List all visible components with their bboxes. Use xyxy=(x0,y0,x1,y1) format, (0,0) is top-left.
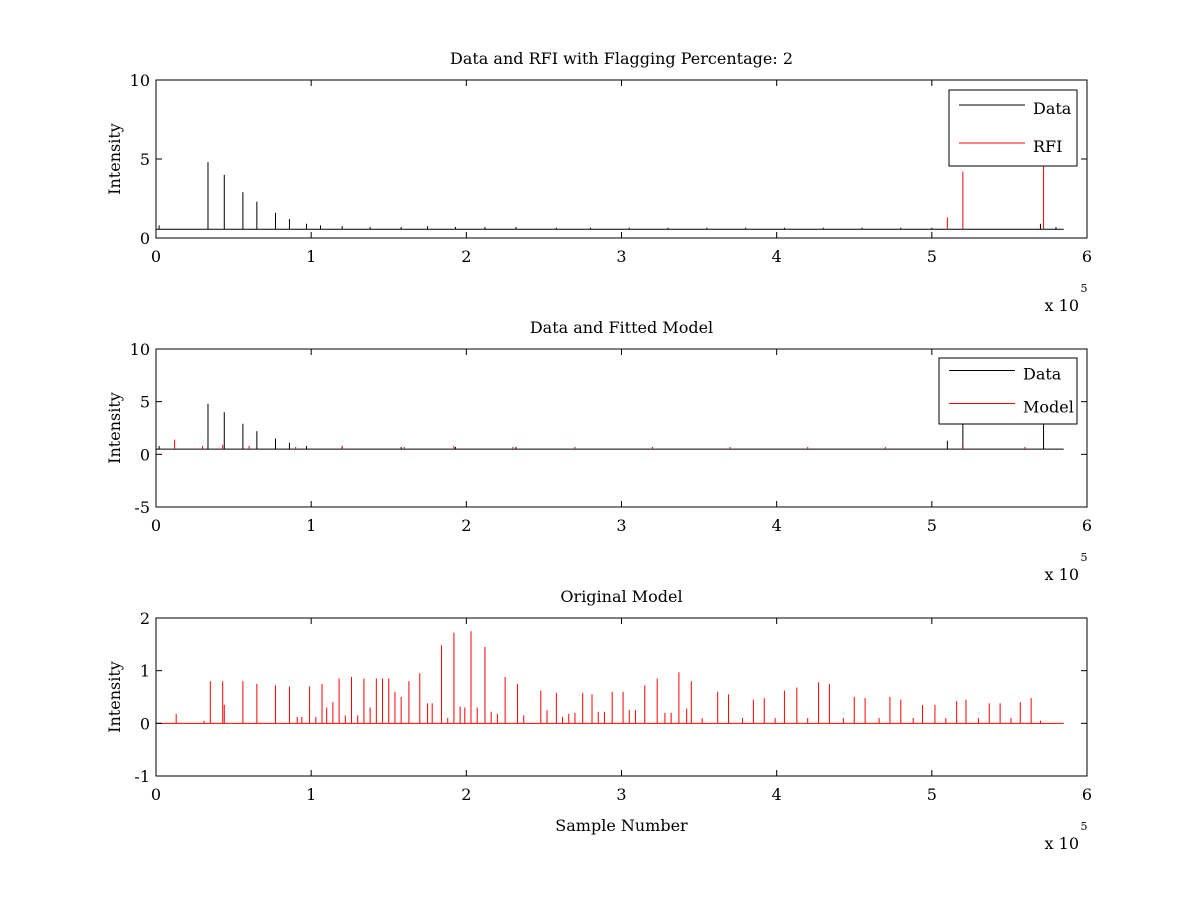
x-tick-label: 1 xyxy=(306,247,316,266)
x-tick-label: 3 xyxy=(616,247,626,266)
subplot-title: Data and RFI with Flagging Percentage: 2 xyxy=(450,49,793,68)
x-multiplier-label: x 10 xyxy=(1045,565,1079,584)
axes-box xyxy=(155,348,1088,508)
x-multiplier-exponent: 5 xyxy=(1081,820,1088,833)
x-tick-label: 1 xyxy=(306,785,316,804)
x-tick-label: 5 xyxy=(927,516,937,535)
series-data xyxy=(156,162,1064,230)
x-tick-label: 1 xyxy=(306,516,316,535)
legend-box xyxy=(938,357,1078,425)
x-tick-label: 3 xyxy=(616,785,626,804)
y-tick-label: 10 xyxy=(130,340,150,359)
x-tick-label: 3 xyxy=(616,516,626,535)
y-axis-label: Intensity xyxy=(105,661,124,733)
y-tick-label: 10 xyxy=(130,71,150,90)
legend: Data RFI xyxy=(948,89,1078,167)
legend-label-model: Model xyxy=(1023,398,1074,417)
legend: Data Model xyxy=(938,357,1078,425)
y-tick-label: 5 xyxy=(140,393,150,412)
plot-area xyxy=(156,631,1064,724)
x-tick-label: 4 xyxy=(772,516,782,535)
legend-label-rfi: RFI xyxy=(1033,137,1062,156)
y-axis-label: Intensity xyxy=(105,392,124,464)
x-tick-label: 4 xyxy=(772,247,782,266)
x-tick-label: 6 xyxy=(1082,516,1092,535)
x-tick-label: 6 xyxy=(1082,785,1092,804)
y-tick-label: 0 xyxy=(140,445,150,464)
subplot-1: 0 1 2 3 4 5 6 0 5 10 Data and RFI with Flagging Pe… xyxy=(105,49,1092,315)
axes-box xyxy=(155,79,1088,239)
legend-box xyxy=(948,89,1078,167)
series-model xyxy=(156,631,1064,724)
x-multiplier-exponent: 5 xyxy=(1081,282,1088,295)
y-tick-label: 0 xyxy=(140,229,150,248)
y-tick-label: -5 xyxy=(134,498,150,517)
y-tick-label: 0 xyxy=(140,714,150,733)
y-tick-label: 2 xyxy=(140,609,150,628)
x-tick-label: 5 xyxy=(927,785,937,804)
legend-label-data: Data xyxy=(1023,365,1062,384)
x-tick-label: 2 xyxy=(461,247,471,266)
x-tick-label: 4 xyxy=(772,785,782,804)
y-tick-label: -1 xyxy=(134,767,150,786)
y-tick-label: 5 xyxy=(140,150,150,169)
x-tick-label: 2 xyxy=(461,516,471,535)
y-tick-label: 1 xyxy=(140,662,150,681)
legend-label-data: Data xyxy=(1033,99,1072,118)
x-tick-label: 5 xyxy=(927,247,937,266)
series-model xyxy=(174,439,1026,450)
x-tick-label: 0 xyxy=(151,516,161,535)
y-axis-label: Intensity xyxy=(105,123,124,195)
x-tick-label: 0 xyxy=(151,247,161,266)
x-multiplier-label: x 10 xyxy=(1045,296,1079,315)
x-tick-label: 0 xyxy=(151,785,161,804)
x-axis-label: Sample Number xyxy=(555,816,688,835)
x-multiplier-exponent: 5 xyxy=(1081,551,1088,564)
subplot-title: Data and Fitted Model xyxy=(530,318,713,337)
x-multiplier-label: x 10 xyxy=(1045,834,1079,853)
axes-box xyxy=(155,617,1088,777)
subplot-title: Original Model xyxy=(560,587,682,606)
x-tick-label: 6 xyxy=(1082,247,1092,266)
plot-area xyxy=(156,151,1064,231)
x-tick-label: 2 xyxy=(461,785,471,804)
